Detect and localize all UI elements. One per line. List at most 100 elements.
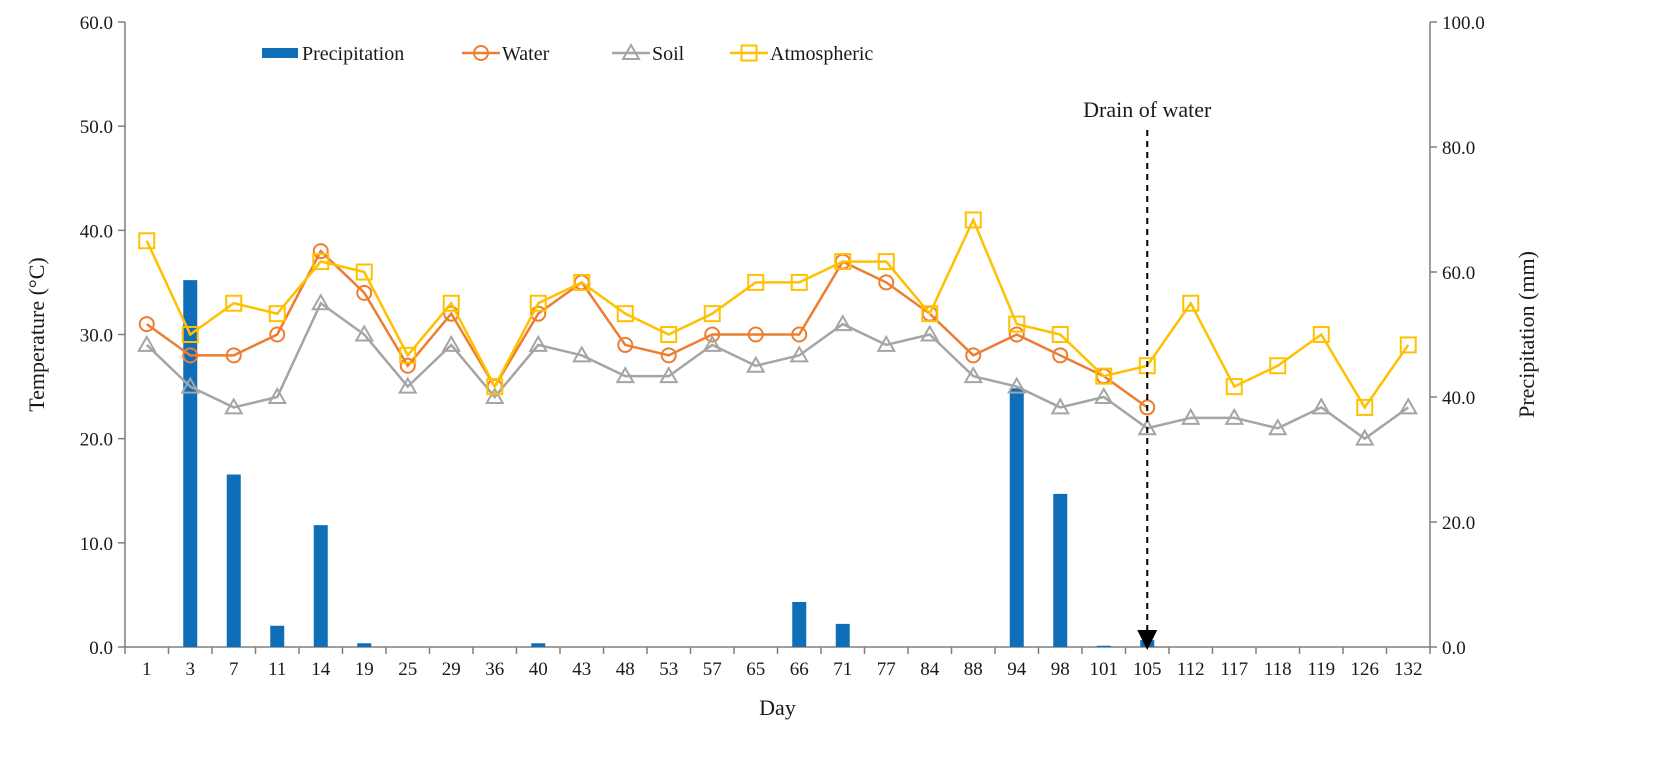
atmospheric-point bbox=[703, 305, 721, 323]
y-left-tick-label: 20.0 bbox=[80, 430, 113, 451]
soil-point bbox=[615, 366, 635, 384]
atmospheric-point bbox=[790, 273, 808, 291]
legend-label-precipitation: Precipitation bbox=[302, 43, 404, 65]
x-tick-label: 117 bbox=[1220, 659, 1248, 680]
atmospheric-point bbox=[529, 294, 547, 312]
soil-point bbox=[746, 355, 766, 373]
water-point bbox=[399, 357, 416, 374]
atmospheric-point bbox=[1225, 378, 1243, 396]
y-left-tick-label: 40.0 bbox=[80, 221, 113, 242]
y-left-tick-label: 10.0 bbox=[80, 534, 113, 555]
water-point bbox=[138, 316, 155, 333]
soil-point bbox=[398, 376, 418, 394]
water-point bbox=[530, 305, 547, 322]
precipitation-bar bbox=[1140, 640, 1155, 647]
water-point bbox=[704, 326, 721, 343]
y-right-axis-title: Precipitation (mm) bbox=[1514, 251, 1539, 418]
soil-point bbox=[702, 334, 722, 352]
x-tick-label: 36 bbox=[485, 659, 504, 680]
soil-point bbox=[1094, 386, 1114, 404]
soil-point bbox=[1137, 418, 1157, 436]
soil-point bbox=[1398, 397, 1418, 415]
atmospheric-point bbox=[1312, 326, 1330, 343]
water-point bbox=[617, 336, 634, 353]
atmospheric-point bbox=[1008, 315, 1026, 333]
water-point bbox=[443, 305, 460, 322]
x-tick-label: 119 bbox=[1307, 659, 1335, 680]
y-left-axis-title: Temperature (°C) bbox=[24, 257, 49, 411]
soil-point bbox=[354, 324, 374, 342]
x-tick-label: 94 bbox=[1007, 659, 1027, 680]
temperature-lines bbox=[137, 211, 1418, 446]
y-right-tick-label: 100.0 bbox=[1442, 13, 1485, 34]
legend-marker-atmospheric bbox=[740, 44, 758, 62]
soil-point bbox=[1355, 428, 1375, 446]
x-tick-label: 126 bbox=[1351, 659, 1380, 680]
legend-label-soil: Soil bbox=[652, 43, 685, 65]
x-tick-label: 88 bbox=[964, 659, 983, 680]
precipitation-bar bbox=[313, 525, 328, 647]
x-tick-label: 132 bbox=[1394, 659, 1423, 680]
water-point bbox=[1008, 326, 1025, 343]
x-tick-label: 43 bbox=[572, 659, 591, 680]
precipitation-bar bbox=[357, 643, 372, 647]
atmospheric-point bbox=[225, 294, 243, 312]
atmospheric-point bbox=[355, 263, 373, 281]
legend-marker-water bbox=[473, 45, 489, 61]
atmospheric-point bbox=[442, 294, 460, 312]
x-tick-label: 105 bbox=[1133, 659, 1162, 680]
water-point bbox=[1139, 399, 1156, 416]
precipitation-bar bbox=[835, 623, 850, 647]
soil-point bbox=[1050, 397, 1070, 415]
x-tick-label: 3 bbox=[186, 659, 196, 680]
water-point bbox=[269, 326, 286, 343]
atmospheric-point bbox=[573, 273, 591, 291]
water-point bbox=[182, 347, 199, 364]
water-point bbox=[660, 347, 677, 364]
precipitation-bar bbox=[792, 602, 807, 647]
annotation-group: Drain of water bbox=[1083, 97, 1212, 650]
precipitation-bar bbox=[1096, 645, 1111, 647]
water-point bbox=[356, 284, 373, 301]
x-tick-label: 29 bbox=[442, 659, 461, 680]
water-point bbox=[1052, 347, 1069, 364]
water-point bbox=[965, 347, 982, 364]
y-left-tick-label: 30.0 bbox=[80, 326, 113, 347]
legend-label-atmospheric: Atmospheric bbox=[770, 43, 873, 65]
legend-swatch-precipitation bbox=[262, 48, 298, 58]
y-right-tick-label: 40.0 bbox=[1442, 388, 1475, 409]
atmospheric-point bbox=[616, 305, 634, 323]
x-axis-title: Day bbox=[759, 695, 796, 720]
y-right-tick-label: 0.0 bbox=[1442, 638, 1466, 659]
soil-point bbox=[833, 314, 853, 332]
x-tick-label: 65 bbox=[746, 659, 765, 680]
precipitation-bar bbox=[1053, 493, 1068, 647]
precipitation-bar bbox=[531, 643, 546, 647]
precipitation-bar bbox=[270, 625, 285, 647]
water-point bbox=[791, 326, 808, 343]
atmospheric-point bbox=[964, 211, 982, 229]
x-tick-label: 77 bbox=[877, 659, 896, 680]
soil-point bbox=[876, 334, 896, 352]
x-tick-label: 53 bbox=[659, 659, 678, 680]
atmospheric-point bbox=[877, 253, 895, 271]
x-tick-label: 48 bbox=[616, 659, 635, 680]
x-tick-label: 40 bbox=[529, 659, 548, 680]
legend-label-water: Water bbox=[502, 43, 550, 65]
atmospheric-point bbox=[1399, 336, 1417, 354]
soil-point bbox=[789, 345, 809, 363]
soil-point bbox=[311, 293, 331, 311]
soil-point bbox=[180, 376, 200, 394]
soil-point bbox=[963, 366, 983, 384]
atmospheric-point bbox=[399, 346, 417, 364]
atmospheric-point bbox=[1095, 367, 1113, 385]
soil-point bbox=[1268, 418, 1288, 436]
x-tick-label: 25 bbox=[398, 659, 417, 680]
annotation-text: Drain of water bbox=[1083, 97, 1212, 122]
soil-point bbox=[572, 345, 592, 363]
atmospheric-point bbox=[921, 305, 939, 323]
water-point bbox=[312, 243, 329, 260]
soil-point bbox=[485, 386, 505, 404]
x-tick-label: 1 bbox=[142, 659, 152, 680]
